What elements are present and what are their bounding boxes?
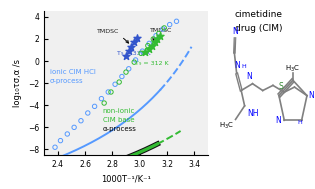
Text: TMDSC: TMDSC bbox=[97, 29, 129, 43]
Point bbox=[85, 112, 90, 115]
Point bbox=[102, 101, 107, 105]
Point bbox=[117, 81, 122, 84]
Point bbox=[143, 51, 148, 54]
Point bbox=[132, 61, 137, 64]
Text: TMDSC: TMDSC bbox=[150, 28, 173, 40]
Text: N: N bbox=[233, 27, 238, 36]
Point bbox=[53, 146, 58, 149]
Point bbox=[155, 37, 160, 40]
Text: cimetidine: cimetidine bbox=[235, 10, 283, 19]
Point bbox=[174, 20, 179, 23]
Point bbox=[129, 45, 134, 48]
Point bbox=[108, 91, 113, 94]
Point bbox=[158, 34, 163, 37]
Text: NH: NH bbox=[247, 109, 258, 118]
Point bbox=[140, 50, 145, 53]
Point bbox=[147, 47, 152, 50]
Point bbox=[147, 42, 152, 45]
Point bbox=[99, 97, 104, 100]
Text: H: H bbox=[298, 120, 302, 125]
Point bbox=[58, 139, 63, 142]
Text: H: H bbox=[241, 64, 246, 69]
Point bbox=[123, 71, 129, 74]
Point bbox=[133, 58, 138, 61]
Text: T₉ = 312 K: T₉ = 312 K bbox=[135, 61, 169, 66]
Text: S: S bbox=[278, 81, 283, 91]
Point bbox=[152, 41, 157, 44]
Point bbox=[162, 26, 167, 29]
Text: CIM base: CIM base bbox=[103, 117, 134, 123]
Point bbox=[65, 132, 70, 136]
Text: N: N bbox=[276, 116, 281, 125]
Point bbox=[153, 34, 158, 37]
Text: ionic CIM HCl: ionic CIM HCl bbox=[49, 69, 95, 75]
Point bbox=[156, 32, 161, 35]
X-axis label: 1000T⁻¹/K⁻¹: 1000T⁻¹/K⁻¹ bbox=[101, 174, 151, 183]
Point bbox=[123, 54, 129, 57]
Point bbox=[132, 41, 137, 44]
Point bbox=[119, 75, 124, 78]
Point bbox=[167, 23, 172, 26]
Point bbox=[72, 126, 77, 129]
Point bbox=[106, 91, 111, 94]
Point bbox=[126, 67, 131, 70]
Point bbox=[92, 105, 97, 108]
Text: N: N bbox=[308, 91, 314, 100]
Point bbox=[151, 37, 156, 40]
Text: T₉ = 338 K: T₉ = 338 K bbox=[117, 51, 151, 56]
Point bbox=[135, 36, 140, 39]
Text: N: N bbox=[246, 72, 252, 81]
Point bbox=[149, 44, 154, 47]
Point bbox=[126, 50, 131, 53]
Text: $\mathregular{H_3C}$: $\mathregular{H_3C}$ bbox=[219, 121, 234, 131]
Text: N: N bbox=[234, 61, 239, 70]
Point bbox=[139, 52, 144, 55]
Point bbox=[160, 28, 165, 31]
Point bbox=[112, 83, 117, 86]
Text: drug (CIM): drug (CIM) bbox=[235, 24, 283, 33]
Text: $\mathregular{H_3C}$: $\mathregular{H_3C}$ bbox=[285, 64, 301, 74]
Text: non-ionic: non-ionic bbox=[103, 108, 135, 114]
Point bbox=[145, 44, 150, 47]
Y-axis label: log₁₀τσ,α /s: log₁₀τσ,α /s bbox=[14, 59, 22, 107]
Point bbox=[78, 119, 83, 122]
Text: σ-process: σ-process bbox=[49, 78, 83, 84]
Text: α-process: α-process bbox=[103, 126, 137, 132]
